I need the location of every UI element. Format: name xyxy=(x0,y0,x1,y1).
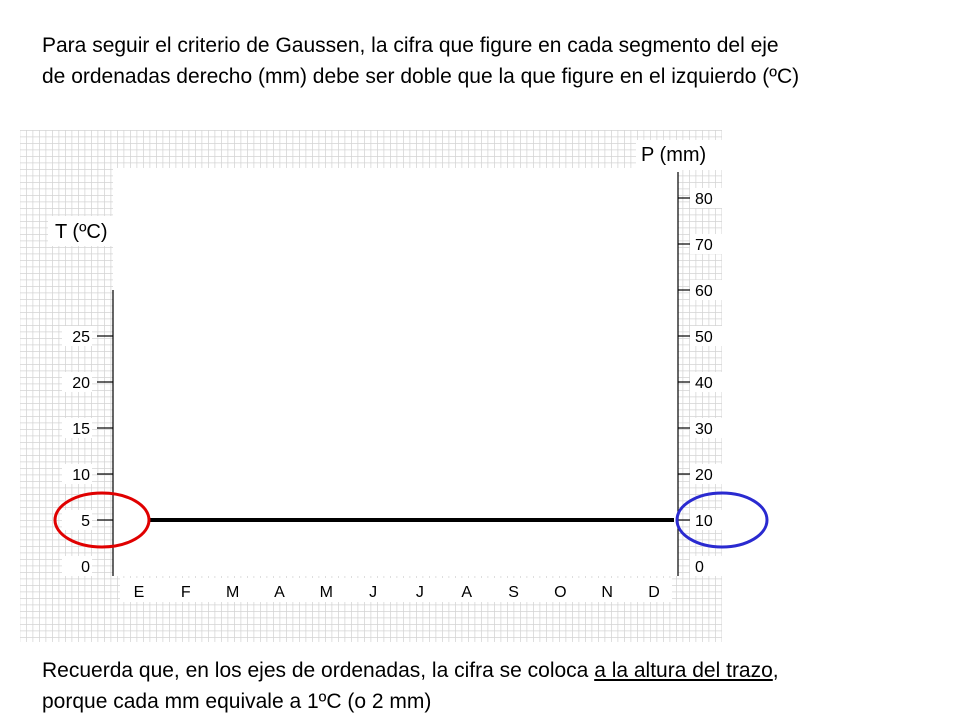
month-label: E xyxy=(134,584,145,601)
month-label: A xyxy=(274,584,285,601)
note-line-1-suffix: , xyxy=(772,659,779,682)
month-label: D xyxy=(648,584,660,601)
right-axis-tick-label: 40 xyxy=(695,375,713,392)
left-tick-label-bg xyxy=(62,372,92,392)
right-tick-label-bg xyxy=(690,372,722,392)
month-label: S xyxy=(508,584,519,601)
month-labels-bg xyxy=(120,578,672,602)
note-underlined-phrase: a la altura del trazo xyxy=(594,659,773,682)
left-axis-tick-label: 20 xyxy=(72,375,90,392)
instruction-text-bottom: Recuerda que, en los ejes de ordenadas, … xyxy=(42,655,942,717)
right-axis-highlight-circle xyxy=(675,491,769,549)
month-label: J xyxy=(416,584,424,601)
right-tick-label-bg xyxy=(690,418,722,438)
note-line-1: Recuerda que, en los ejes de ordenadas, … xyxy=(42,655,942,686)
right-axis-tick-label: 0 xyxy=(695,559,704,576)
right-axis-tick-label: 80 xyxy=(695,191,713,208)
left-tick-label-bg xyxy=(62,510,92,530)
right-tick-label-bg xyxy=(690,556,722,576)
month-label: N xyxy=(601,584,613,601)
right-axis-tick-label: 10 xyxy=(695,513,713,530)
note-line-1-prefix: Recuerda que, en los ejes de ordenadas, … xyxy=(42,659,595,682)
instruction-line-2: de ordenadas derecho (mm) debe ser doble… xyxy=(42,65,800,88)
right-tick-label-bg xyxy=(690,326,722,346)
right-axis-tick-label: 50 xyxy=(695,329,713,346)
right-axis-title-bg xyxy=(636,140,722,170)
right-tick-label-bg xyxy=(690,510,722,530)
instruction-text-top: Para seguir el criterio de Gaussen, la c… xyxy=(42,30,942,92)
note-line-2: porque cada mm equivale a 1ºC (o 2 mm) xyxy=(42,690,432,713)
right-tick-label-bg xyxy=(690,280,722,300)
left-tick-label-bg xyxy=(62,464,92,484)
month-label: J xyxy=(369,584,377,601)
right-axis-title: P (mm) xyxy=(641,144,706,166)
right-axis-tick-label: 70 xyxy=(695,237,713,254)
right-tick-label-bg xyxy=(690,188,722,208)
left-tick-label-bg xyxy=(62,418,92,438)
left-axis-highlight-circle xyxy=(53,491,151,549)
month-label: M xyxy=(320,584,333,601)
left-axis-tick-label: 10 xyxy=(72,467,90,484)
left-axis-tick-label: 15 xyxy=(72,421,90,438)
instruction-line-1: Para seguir el criterio de Gaussen, la c… xyxy=(42,34,779,57)
month-label: O xyxy=(554,584,566,601)
month-label: F xyxy=(181,584,191,601)
left-axis-title-bg xyxy=(48,216,122,246)
left-axis-title: T (ºC) xyxy=(55,221,107,243)
left-axis-tick-label: 0 xyxy=(81,559,90,576)
month-label: M xyxy=(226,584,239,601)
month-label: A xyxy=(461,584,472,601)
right-axis-tick-label: 30 xyxy=(695,421,713,438)
left-axis-tick-label: 5 xyxy=(81,513,90,530)
right-axis-tick-label: 60 xyxy=(695,283,713,300)
right-axis-tick-label: 20 xyxy=(695,467,713,484)
plot-area xyxy=(113,168,678,576)
right-tick-label-bg xyxy=(690,234,722,254)
left-axis-tick-label: 25 xyxy=(72,329,90,346)
right-tick-label-bg xyxy=(690,464,722,484)
left-tick-label-bg xyxy=(62,556,92,576)
left-tick-label-bg xyxy=(62,326,92,346)
